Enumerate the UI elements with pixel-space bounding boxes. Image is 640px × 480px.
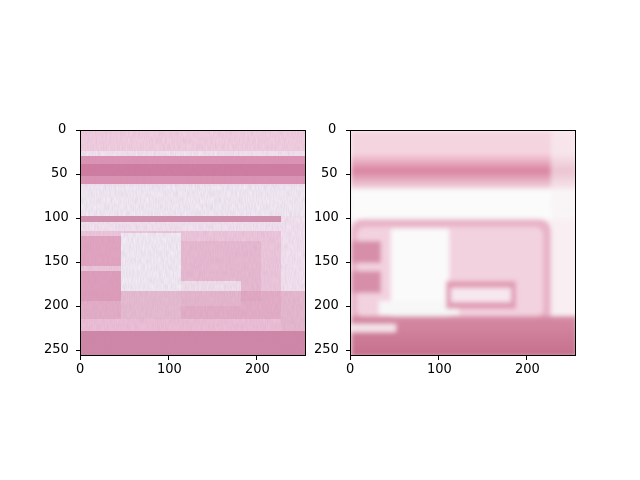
- right-y-tick-label: 250: [314, 342, 339, 357]
- right-image-panel: 0 50 100 150 200 250 0 100 200: [314, 123, 576, 376]
- left-y-tick: [76, 130, 80, 131]
- right-y-tick: [346, 306, 350, 307]
- right-x-tick: [350, 356, 351, 360]
- right-image: [350, 130, 576, 356]
- left-y-tick: [76, 218, 80, 219]
- right-x-tick: [526, 356, 527, 360]
- right-y-tick-label: 200: [314, 298, 339, 313]
- left-y-tick-label: 250: [44, 342, 69, 357]
- left-y-tick-label: 100: [44, 210, 69, 225]
- left-y-tick: [76, 262, 80, 263]
- left-image-content: [81, 131, 305, 355]
- right-x-tick: [438, 356, 439, 360]
- left-x-tick: [168, 356, 169, 360]
- left-y-tick: [76, 174, 80, 175]
- left-y-tick: [76, 350, 80, 351]
- left-x-tick-label: 100: [157, 362, 182, 377]
- right-x-tick-label: 0: [346, 362, 355, 377]
- left-y-tick-label: 200: [44, 298, 69, 313]
- left-y-tick: [76, 306, 80, 307]
- left-y-tick-label: 150: [44, 254, 69, 269]
- right-y-tick-label: 150: [314, 254, 339, 269]
- right-y-tick: [346, 350, 350, 351]
- right-image-content: [351, 131, 575, 355]
- right-x-tick-label: 200: [515, 362, 540, 377]
- left-x-tick: [80, 356, 81, 360]
- right-x-tick-label: 100: [427, 362, 452, 377]
- right-y-tick: [346, 262, 350, 263]
- right-y-tick-label: 0: [328, 122, 337, 137]
- left-image: [80, 130, 306, 356]
- left-y-tick-label: 0: [58, 122, 67, 137]
- right-y-tick-label: 100: [314, 210, 339, 225]
- left-image-panel: 0 50 100 150 200 250 0 100 200: [44, 123, 306, 376]
- right-y-tick: [346, 218, 350, 219]
- left-x-tick-label: 200: [245, 362, 270, 377]
- right-y-tick: [346, 130, 350, 131]
- right-y-tick-label: 50: [321, 166, 338, 181]
- left-y-tick-label: 50: [51, 166, 68, 181]
- right-y-tick: [346, 174, 350, 175]
- left-x-tick: [256, 356, 257, 360]
- left-x-tick-label: 0: [76, 362, 85, 377]
